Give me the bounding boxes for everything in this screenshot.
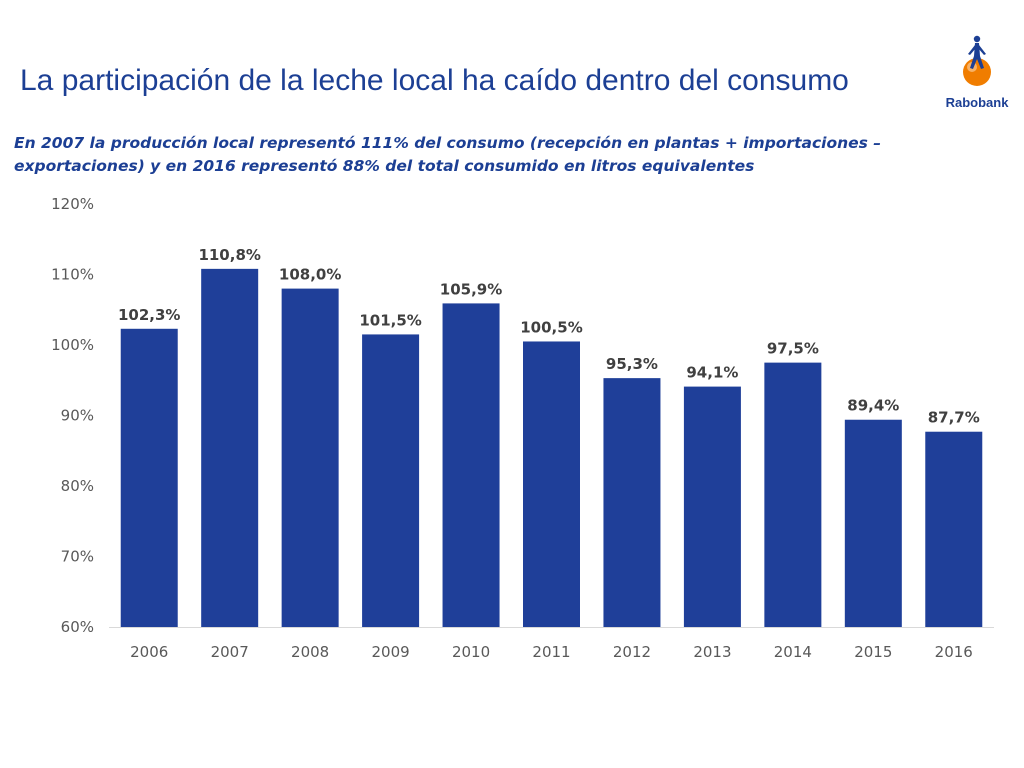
x-tick-label: 2010 bbox=[452, 643, 490, 661]
data-label: 94,1% bbox=[686, 364, 738, 382]
bar bbox=[603, 378, 661, 627]
y-axis: 60% 70% 80% 90% 100% 110% 120% bbox=[51, 195, 94, 636]
data-label: 95,3% bbox=[606, 355, 658, 373]
data-label: 100,5% bbox=[520, 318, 582, 336]
bars-group bbox=[120, 268, 983, 627]
bar bbox=[281, 288, 339, 627]
data-label: 102,3% bbox=[118, 306, 180, 324]
data-label: 87,7% bbox=[928, 409, 980, 427]
y-tick-label: 80% bbox=[61, 477, 94, 495]
data-label: 105,9% bbox=[440, 280, 502, 298]
x-tick-label: 2006 bbox=[130, 643, 168, 661]
data-labels-group: 102,3% 110,8% 108,0% 101,5% 105,9% 100,5% 95,3… bbox=[118, 246, 980, 427]
x-tick-label: 2008 bbox=[291, 643, 329, 661]
rabobank-logo-icon bbox=[963, 35, 991, 86]
x-tick-label: 2016 bbox=[935, 643, 973, 661]
x-tick-label: 2012 bbox=[613, 643, 651, 661]
bar bbox=[683, 386, 741, 627]
rabobank-logo: Rabobank bbox=[944, 34, 1010, 110]
bar bbox=[442, 303, 500, 627]
y-tick-label: 70% bbox=[61, 548, 94, 566]
x-tick-label: 2009 bbox=[371, 643, 409, 661]
bar bbox=[201, 268, 259, 627]
bar bbox=[523, 341, 580, 627]
bar bbox=[844, 419, 902, 627]
data-label: 101,5% bbox=[359, 311, 421, 329]
y-tick-label: 110% bbox=[51, 266, 94, 284]
data-label: 89,4% bbox=[847, 397, 899, 415]
x-tick-label: 2015 bbox=[854, 643, 892, 661]
y-tick-label: 90% bbox=[61, 407, 94, 425]
bar bbox=[764, 362, 822, 627]
data-label: 97,5% bbox=[767, 340, 819, 358]
x-tick-label: 2013 bbox=[693, 643, 731, 661]
data-label: 108,0% bbox=[279, 266, 341, 284]
x-axis: 2006 2007 2008 2009 2010 2011 2012 2013 2014 2015… bbox=[130, 643, 973, 661]
y-tick-label: 120% bbox=[51, 195, 94, 213]
y-tick-label: 100% bbox=[51, 336, 94, 354]
x-tick-label: 2007 bbox=[211, 643, 249, 661]
x-tick-label: 2014 bbox=[774, 643, 812, 661]
bar bbox=[925, 431, 983, 627]
y-tick-label: 60% bbox=[61, 618, 94, 636]
bar bbox=[362, 334, 420, 627]
logo-wordmark: Rabobank bbox=[945, 95, 1009, 110]
x-tick-label: 2011 bbox=[532, 643, 570, 661]
page-title: La participación de la leche local ha ca… bbox=[20, 64, 849, 97]
chart-subtitle: En 2007 la producción local representó 1… bbox=[14, 134, 882, 175]
bar bbox=[120, 328, 178, 627]
data-label: 110,8% bbox=[198, 246, 260, 264]
